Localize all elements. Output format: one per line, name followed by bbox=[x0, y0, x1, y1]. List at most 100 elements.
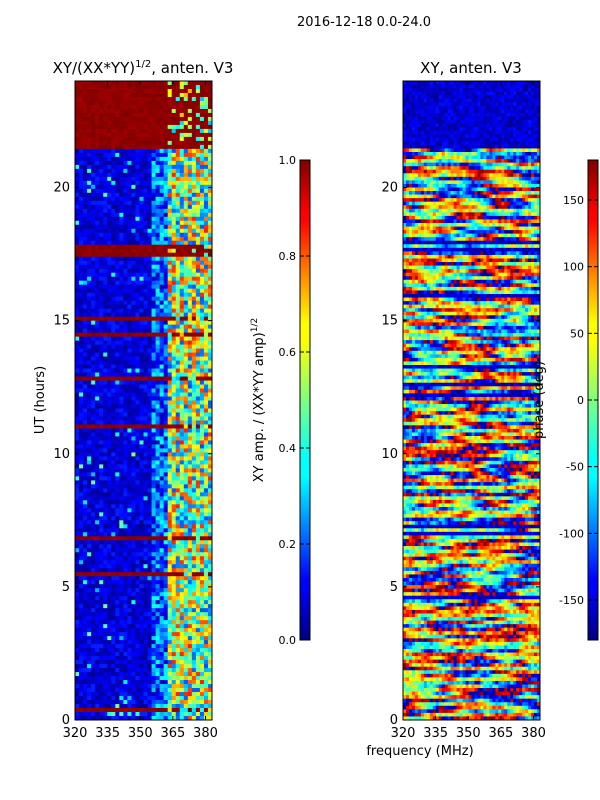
amplitude-heatmap-cell bbox=[195, 152, 201, 158]
amplitude-heatmap-cell bbox=[123, 136, 128, 142]
amplitude-heatmap-cell bbox=[131, 104, 137, 110]
amplitude-heatmap-cell bbox=[167, 280, 173, 286]
amplitude-heatmap-cell bbox=[83, 556, 88, 561]
amplitude-heatmap-cell bbox=[179, 120, 185, 126]
amplitude-heatmap-cell bbox=[187, 380, 193, 386]
amplitude-heatmap-cell bbox=[179, 656, 185, 661]
amplitude-heatmap-cell bbox=[199, 420, 205, 426]
amplitude-heatmap-cell bbox=[107, 200, 112, 206]
amplitude-heatmap-cell bbox=[75, 352, 80, 358]
amplitude-heatmap-cell bbox=[183, 96, 189, 102]
amplitude-heatmap-cell bbox=[83, 580, 88, 585]
amplitude-heatmap-cell bbox=[183, 304, 189, 310]
amplitude-heatmap-cell bbox=[159, 516, 165, 521]
amplitude-heatmap-cell bbox=[207, 188, 212, 194]
amplitude-heatmap-cell bbox=[99, 604, 104, 609]
amplitude-heatmap-cell bbox=[99, 320, 104, 326]
amplitude-heatmap-cell bbox=[79, 336, 84, 342]
amplitude-heatmap-cell bbox=[175, 100, 181, 106]
amplitude-heatmap-cell bbox=[183, 540, 189, 545]
amplitude-heatmap-cell bbox=[131, 472, 137, 477]
amplitude-heatmap-cell bbox=[183, 652, 189, 657]
amplitude-heatmap-cell bbox=[151, 584, 157, 589]
amplitude-heatmap-cell bbox=[127, 468, 133, 473]
amplitude-heatmap-cell bbox=[167, 552, 173, 557]
amplitude-heatmap-cell bbox=[203, 252, 209, 258]
amplitude-heatmap-cell bbox=[79, 436, 84, 442]
amplitude-heatmap-cell bbox=[175, 220, 181, 226]
amplitude-heatmap-cell bbox=[179, 436, 185, 442]
amplitude-heatmap-cell bbox=[83, 528, 88, 533]
amplitude-heatmap-cell bbox=[175, 368, 181, 374]
amplitude-heatmap-cell bbox=[111, 404, 116, 410]
amplitude-heatmap-cell bbox=[75, 308, 80, 314]
amplitude-heatmap-cell bbox=[95, 552, 100, 557]
amplitude-heatmap-cell bbox=[171, 400, 177, 406]
amplitude-heatmap-cell bbox=[95, 316, 100, 322]
amplitude-heatmap-cell bbox=[207, 476, 212, 481]
amplitude-heatmap-cell bbox=[139, 200, 145, 206]
amplitude-heatmap-cell bbox=[103, 184, 108, 190]
amplitude-heatmap-cell bbox=[91, 180, 96, 186]
amplitude-heatmap-cell bbox=[135, 216, 141, 222]
amplitude-heatmap-cell bbox=[139, 636, 145, 641]
amplitude-heatmap-cell bbox=[155, 204, 161, 210]
amplitude-heatmap-cell bbox=[151, 124, 157, 130]
amplitude-heatmap-cell bbox=[95, 372, 100, 378]
amplitude-heatmap-cell bbox=[79, 384, 84, 390]
amplitude-heatmap-cell bbox=[191, 92, 197, 98]
amplitude-heatmap-cell bbox=[167, 560, 173, 565]
amplitude-heatmap-cell bbox=[187, 576, 193, 581]
amplitude-heatmap-cell bbox=[167, 272, 173, 278]
amplitude-heatmap-cell bbox=[123, 120, 128, 126]
amplitude-heatmap-cell bbox=[151, 108, 157, 114]
amplitude-heatmap-cell bbox=[79, 660, 84, 665]
amplitude-heatmap-cell bbox=[75, 316, 80, 322]
amplitude-heatmap-cell bbox=[187, 300, 193, 306]
amplitude-heatmap-cell bbox=[191, 544, 197, 549]
amplitude-heatmap-cell bbox=[195, 348, 201, 354]
amplitude-heatmap-cell bbox=[75, 608, 80, 613]
amplitude-heatmap-cell bbox=[151, 568, 157, 573]
amplitude-heatmap-cell bbox=[191, 200, 197, 206]
amplitude-heatmap-cell bbox=[119, 356, 124, 362]
amplitude-heatmap-cell bbox=[155, 276, 161, 282]
amplitude-heatmap-cell bbox=[99, 140, 104, 146]
amplitude-heatmap-cell bbox=[95, 636, 100, 641]
amplitude-heatmap-cell bbox=[135, 476, 141, 481]
amplitude-heatmap-cell bbox=[191, 432, 197, 438]
amplitude-heatmap-cell bbox=[187, 208, 193, 214]
amplitude-heatmap-cell bbox=[155, 172, 161, 178]
amplitude-heatmap-cell bbox=[155, 384, 161, 390]
amplitude-heatmap-cell bbox=[199, 400, 205, 406]
amplitude-heatmap-cell bbox=[139, 640, 145, 645]
amplitude-heatmap-cell bbox=[155, 484, 161, 489]
amplitude-heatmap-cell bbox=[207, 308, 212, 314]
amplitude-heatmap-cell bbox=[167, 484, 173, 489]
amplitude-heatmap-cell bbox=[139, 156, 145, 162]
amplitude-heatmap-cell bbox=[175, 552, 181, 557]
amplitude-heatmap-cell bbox=[163, 144, 169, 150]
amplitude-heatmap-cell bbox=[139, 656, 145, 661]
amplitude-heatmap-cell bbox=[111, 432, 116, 438]
amplitude-heatmap-cell bbox=[183, 228, 189, 234]
amplitude-heatmap-cell bbox=[195, 464, 201, 469]
amplitude-heatmap-cell bbox=[187, 244, 193, 250]
amplitude-heatmap-cell bbox=[87, 144, 92, 150]
amplitude-heatmap-cell bbox=[155, 328, 161, 334]
amplitude-heatmap-cell bbox=[127, 184, 133, 190]
amplitude-heatmap-cell bbox=[191, 264, 197, 270]
amplitude-heatmap-cell bbox=[103, 356, 108, 362]
amplitude-heatmap-cell bbox=[151, 468, 157, 473]
amplitude-heatmap-cell bbox=[159, 156, 165, 162]
amplitude-heatmap-cell bbox=[199, 272, 205, 278]
amplitude-heatmap-cell bbox=[151, 456, 157, 461]
amplitude-heatmap-cell bbox=[179, 528, 185, 533]
amplitude-heatmap-cell bbox=[99, 81, 104, 86]
amplitude-heatmap-cell bbox=[147, 524, 153, 529]
amplitude-heatmap-cell bbox=[123, 81, 128, 86]
amplitude-heatmap-cell bbox=[171, 584, 177, 589]
amplitude-heatmap-cell bbox=[187, 320, 193, 326]
amplitude-heatmap-cell bbox=[79, 608, 84, 613]
amplitude-heatmap-cell bbox=[139, 104, 145, 110]
